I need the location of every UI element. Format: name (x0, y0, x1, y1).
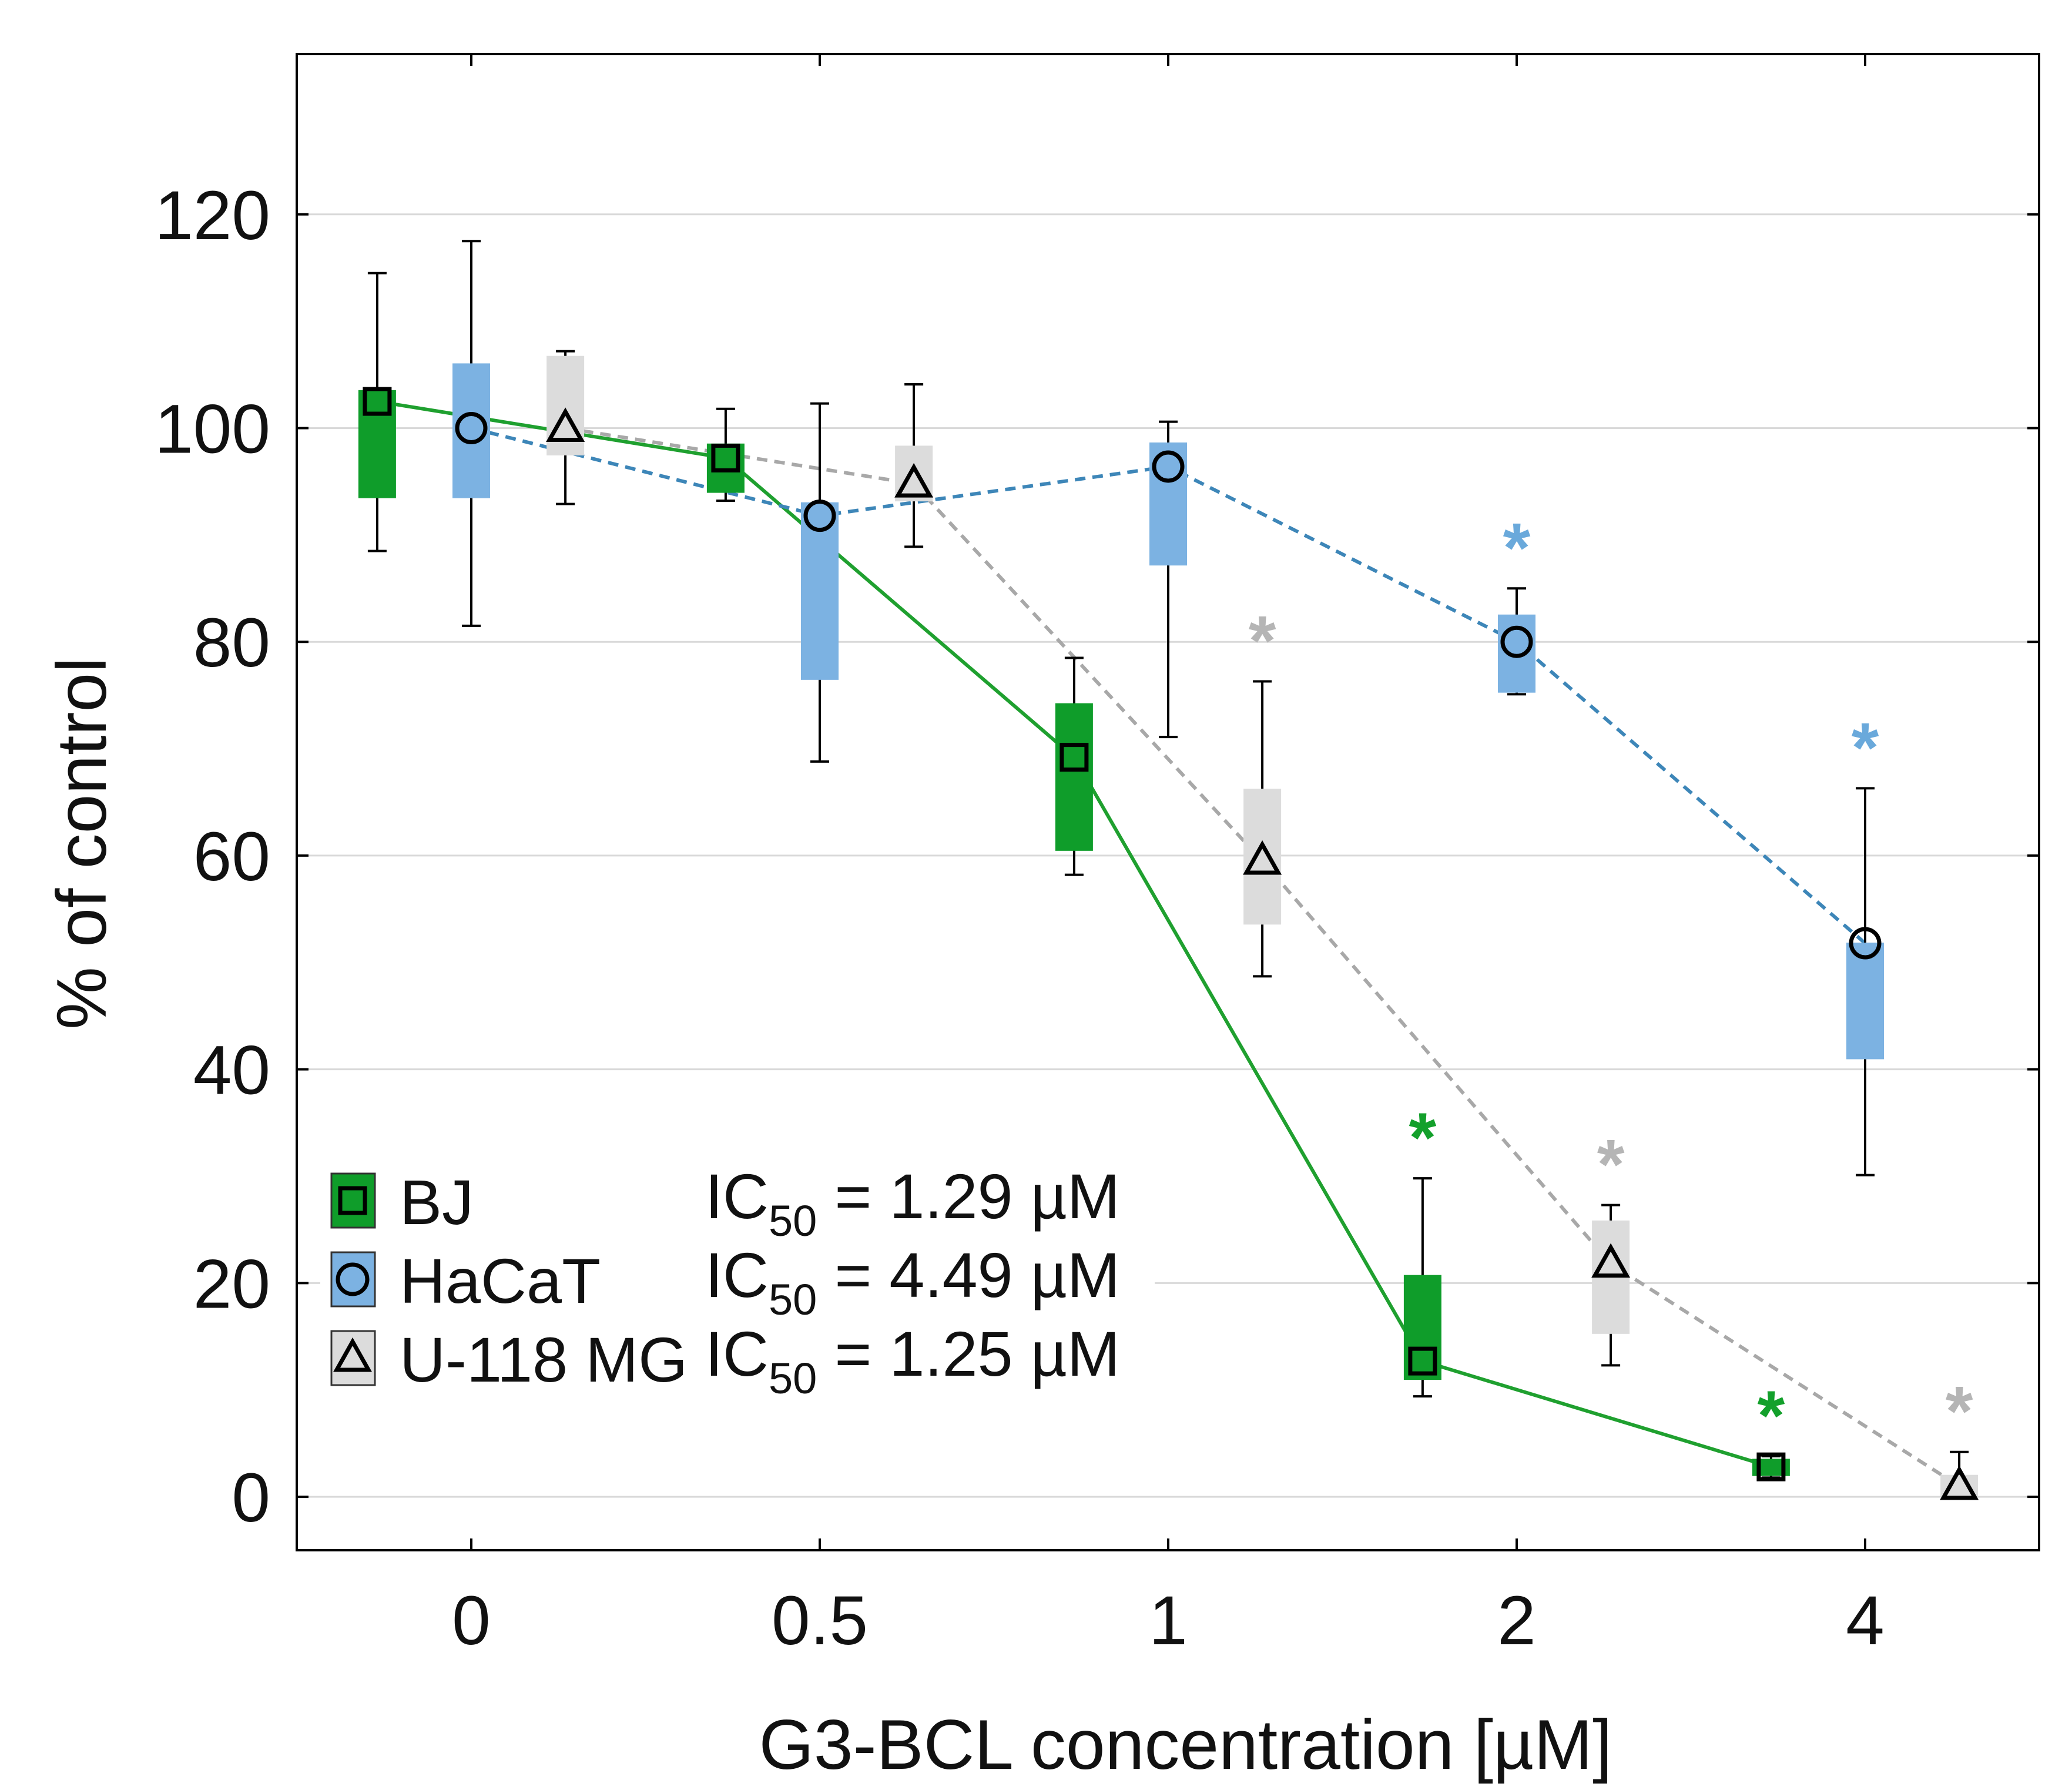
legend-marker-u-118-mg (333, 1337, 372, 1372)
legend: BJ IC50 = 1.29 µM HaCaT IC50 = 4.49 µMU-118… (320, 1161, 1155, 1403)
median-marker-u-118-mg (894, 462, 934, 498)
x-tick-labels: 0 0.5 1 2 4 (452, 1582, 1885, 1660)
significance-star-u-118-mg: * (1946, 1372, 1973, 1451)
box-hacat (1846, 943, 1884, 1060)
median-marker-bj (363, 387, 392, 416)
x-tick-label: 0 (452, 1582, 491, 1660)
median-marker-bj (1408, 1346, 1437, 1376)
median-marker-bj (711, 443, 740, 472)
median-marker-u-118-mg (1591, 1243, 1631, 1278)
median-markers (363, 387, 1979, 1500)
significance-star-u-118-mg: * (1597, 1125, 1625, 1204)
median-marker-bj (1756, 1452, 1786, 1481)
y-tick-label: 60 (193, 818, 270, 896)
x-tick-label: 0.5 (772, 1582, 868, 1660)
y-tick-labels: 0 20 40 60 80 100 120 (155, 177, 270, 1537)
legend-label-hacat: HaCaT (400, 1245, 601, 1316)
significance-star-hacat: * (1503, 508, 1531, 587)
legend-label-bj: BJ (400, 1166, 474, 1238)
y-tick-label: 0 (232, 1459, 270, 1537)
y-tick-label: 20 (193, 1245, 270, 1323)
significance-markers: * * * * * * * (1249, 508, 1973, 1455)
median-marker-hacat (1849, 927, 1882, 960)
significance-star-u-118-mg: * (1249, 602, 1276, 681)
x-tick-label: 4 (1846, 1582, 1885, 1660)
median-marker-bj (1060, 743, 1089, 772)
legend-background (320, 1175, 1155, 1399)
legend-ic50-u-118-mg: IC50 = 1.25 µM (705, 1318, 1120, 1403)
legend-marker-hacat (336, 1262, 370, 1296)
y-tick-label: 40 (193, 1032, 270, 1109)
y-tick-label: 100 (155, 391, 270, 468)
y-tick-label: 80 (193, 604, 270, 682)
x-tick-label: 2 (1497, 1582, 1536, 1660)
median-marker-hacat (1500, 625, 1533, 658)
y-tick-label: 120 (155, 177, 270, 254)
axis-ticks (297, 54, 2039, 1550)
x-axis-label: G3-BCL concentration [µM] (759, 1705, 1612, 1784)
legend-label-u-118-mg: U-118 MG (400, 1324, 688, 1395)
box-bj (1055, 703, 1093, 851)
y-axis-label: % of control (42, 657, 121, 1030)
median-marker-hacat (803, 500, 836, 532)
significance-star-hacat: * (1852, 708, 1879, 787)
box-u-118-mg (1243, 789, 1282, 925)
median-marker-hacat (455, 412, 488, 444)
significance-star-bj: * (1409, 1098, 1437, 1177)
legend-swatch-bj (330, 1172, 376, 1229)
significance-star-bj: * (1758, 1376, 1785, 1455)
median-marker-hacat (1152, 450, 1185, 483)
median-marker-u-118-mg (1940, 1465, 1979, 1500)
legend-ic50-bj: IC50 = 1.29 µM (705, 1161, 1120, 1245)
legend-marker-bj (338, 1186, 367, 1215)
median-marker-u-118-mg (546, 407, 585, 442)
x-tick-label: 1 (1149, 1582, 1188, 1660)
box-hacat (801, 502, 839, 680)
median-marker-u-118-mg (1243, 840, 1282, 875)
legend-ic50-hacat: IC50 = 4.49 µM (705, 1239, 1120, 1324)
